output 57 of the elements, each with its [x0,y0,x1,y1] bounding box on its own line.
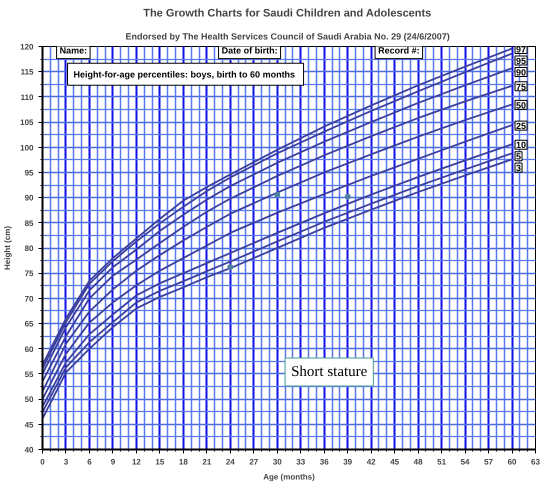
annotation: Short stature [291,364,368,380]
x-tick-label: 39 [343,458,353,466]
y-tick-label: 40 [24,446,34,454]
x-tick-label: 12 [132,458,142,466]
y-tick-label: 115 [20,68,34,77]
y-tick-label: 105 [20,118,34,128]
series-label: 10 [516,140,526,150]
y-tick-label: 120 [20,42,34,52]
annotation: Name: [60,46,88,56]
y-tick-label: 75 [24,269,34,278]
y-tick-label: 110 [20,92,34,102]
x-tick-label: 24 [226,458,236,466]
y-tick-label: 95 [24,168,34,178]
annotation: Height-for-age percentiles: boys, birth to 60 months [74,69,296,80]
x-tick-label: 21 [202,458,212,466]
x-tick-label: 15 [155,458,165,466]
x-tick-label: 45 [390,458,400,466]
x-tick-label: 51 [437,458,447,466]
x-tick-label: 54 [460,458,470,466]
x-tick-label: 6 [87,458,92,466]
y-axis-title: Height (cm) [3,226,12,270]
series-label: 97 [516,44,526,55]
series-label: 95 [516,56,526,66]
x-tick-label: 27 [249,458,259,466]
x-tick-label: 3 [64,458,69,466]
annotation: Record #: [378,46,420,56]
series-label: 25 [516,121,526,132]
y-tick-label: 45 [24,420,34,430]
x-tick-label: 42 [366,458,376,466]
y-tick-label: 60 [24,344,34,354]
y-tick-label: 85 [24,218,34,228]
series-label: 50 [516,100,526,110]
chart-subtitle: Endorsed by The Health Services Council of Saudi Arabia No. 29 (24/6/2007) [125,32,450,42]
x-tick-label: 0 [40,458,46,466]
x-tick-label: 48 [414,458,424,466]
x-tick-label: 63 [531,458,540,466]
chart-title: The Growth Charts for Saudi Children and Adolescents [143,8,432,20]
series-label: 3 [516,163,522,174]
y-tick-label: 55 [24,370,34,379]
series-label: 90 [516,67,526,78]
x-tick-label: 33 [296,458,306,466]
x-tick-label: 60 [508,458,518,466]
y-tick-label: 50 [24,395,34,404]
x-tick-label: 18 [178,458,188,466]
y-tick-label: 100 [20,143,34,152]
y-tick-label: 70 [24,294,34,304]
series-label: 75 [516,82,526,92]
x-tick-label: 9 [110,458,116,466]
y-tick-label: 80 [24,244,34,253]
annotation: Date of birth: [222,46,278,56]
series-label: 5 [516,152,522,162]
x-tick-label: 36 [320,458,330,466]
x-tick-label: 57 [484,458,494,466]
x-axis-title: Age (months) [263,472,316,482]
y-tick-label: 90 [24,194,34,203]
x-tick-label: 30 [272,458,282,466]
y-tick-label: 65 [24,320,34,329]
